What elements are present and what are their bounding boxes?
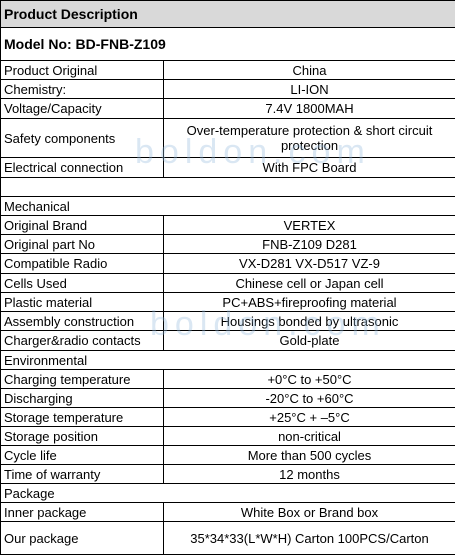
row-label: Original Brand — [1, 216, 164, 235]
model-row: Model No: BD-FNB-Z109 — [1, 28, 455, 61]
row-label: Safety components — [1, 119, 164, 158]
row-value: 7.4V 1800MAH — [164, 99, 455, 119]
table-row: Charging temperature+0°C to +50°C — [1, 370, 455, 389]
row-label: Discharging — [1, 389, 164, 408]
row-label: Charging temperature — [1, 370, 164, 389]
row-value: non-critical — [164, 427, 455, 446]
row-label: Compatible Radio — [1, 254, 164, 274]
table-row: Environmental — [1, 351, 455, 370]
row-label: Storage position — [1, 427, 164, 446]
row-label: Cycle life — [1, 446, 164, 465]
section-heading: Mechanical — [1, 197, 455, 216]
row-value: VX-D281 VX-D517 VZ-9 — [164, 254, 455, 274]
row-label: Charger&radio contacts — [1, 331, 164, 351]
table-row: Package — [1, 484, 455, 503]
row-value: PC+ABS+fireproofing material — [164, 293, 455, 312]
row-label: Original part No — [1, 235, 164, 254]
row-label: Storage temperature — [1, 408, 164, 427]
title-row: Product Description — [1, 1, 455, 28]
row-value: White Box or Brand box — [164, 503, 455, 522]
row-label: Electrical connection — [1, 158, 164, 178]
row-label: Inner package — [1, 503, 164, 522]
section-heading: Package — [1, 484, 455, 503]
table-row: Mechanical — [1, 197, 455, 216]
row-value: +25°C + –5°C — [164, 408, 455, 427]
row-value: Chinese cell or Japan cell — [164, 274, 455, 293]
row-value: Gold-plate — [164, 331, 455, 351]
row-value: Housings bonded by ultrasonic — [164, 312, 455, 331]
row-value: China — [164, 61, 455, 80]
row-value: 12 months — [164, 465, 455, 484]
row-label: Plastic material — [1, 293, 164, 312]
row-label: Voltage/Capacity — [1, 99, 164, 119]
row-value: Over-temperature protection & short circ… — [164, 119, 455, 158]
row-value: VERTEX — [164, 216, 455, 235]
table-row: Storage temperature+25°C + –5°C — [1, 408, 455, 427]
title: Product Description — [1, 1, 455, 28]
row-value: 35*34*33(L*W*H) Carton 100PCS/Carton — [164, 522, 455, 555]
row-value: More than 500 cycles — [164, 446, 455, 465]
row-label: Product Original — [1, 61, 164, 80]
model: Model No: BD-FNB-Z109 — [1, 28, 455, 61]
row-label: Cells Used — [1, 274, 164, 293]
table-row: Chemistry:LI-ION — [1, 80, 455, 99]
section-heading: Environmental — [1, 351, 455, 370]
blank-row — [1, 178, 455, 197]
row-value: LI-ION — [164, 80, 455, 99]
row-value: -20°C to +60°C — [164, 389, 455, 408]
row-label: Our package — [1, 522, 164, 555]
row-value: With FPC Board — [164, 158, 455, 178]
row-value: +0°C to +50°C — [164, 370, 455, 389]
row-label: Chemistry: — [1, 80, 164, 99]
row-value: FNB-Z109 D281 — [164, 235, 455, 254]
table-row: Discharging-20°C to +60°C — [1, 389, 455, 408]
blank-cell — [1, 178, 455, 197]
row-label: Time of warranty — [1, 465, 164, 484]
row-label: Assembly construction — [1, 312, 164, 331]
